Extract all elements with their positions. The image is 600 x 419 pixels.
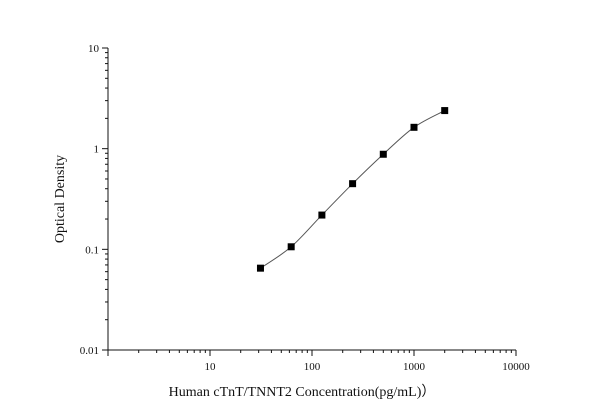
x-axis-label: Human cTnT/TNNT2 Concentration(pg/mL)） <box>169 384 436 400</box>
data-point <box>287 243 295 251</box>
y-axis-label: Optical Density <box>53 155 68 243</box>
data-point <box>410 123 418 131</box>
data-point <box>256 264 264 272</box>
axes <box>107 48 516 351</box>
y-tick-label: 10 <box>88 43 100 55</box>
x-tick-label: 10 <box>205 361 217 373</box>
x-tick-label: 10000 <box>502 361 530 373</box>
x-tick-label: 100 <box>304 361 321 373</box>
data-point <box>441 107 449 115</box>
y-tick-label: 0.1 <box>85 244 99 256</box>
data-point <box>379 150 387 158</box>
data-point <box>318 211 326 219</box>
y-tick-label: 1 <box>94 144 100 156</box>
x-ticks: 10 100 1000 10000 <box>107 350 530 373</box>
y-ticks: 0.01 0.1 1 10 <box>80 43 108 357</box>
data-points <box>256 107 449 272</box>
y-tick-label: 0.01 <box>80 345 99 357</box>
x-tick-label: 1000 <box>403 361 426 373</box>
data-point <box>349 180 357 188</box>
